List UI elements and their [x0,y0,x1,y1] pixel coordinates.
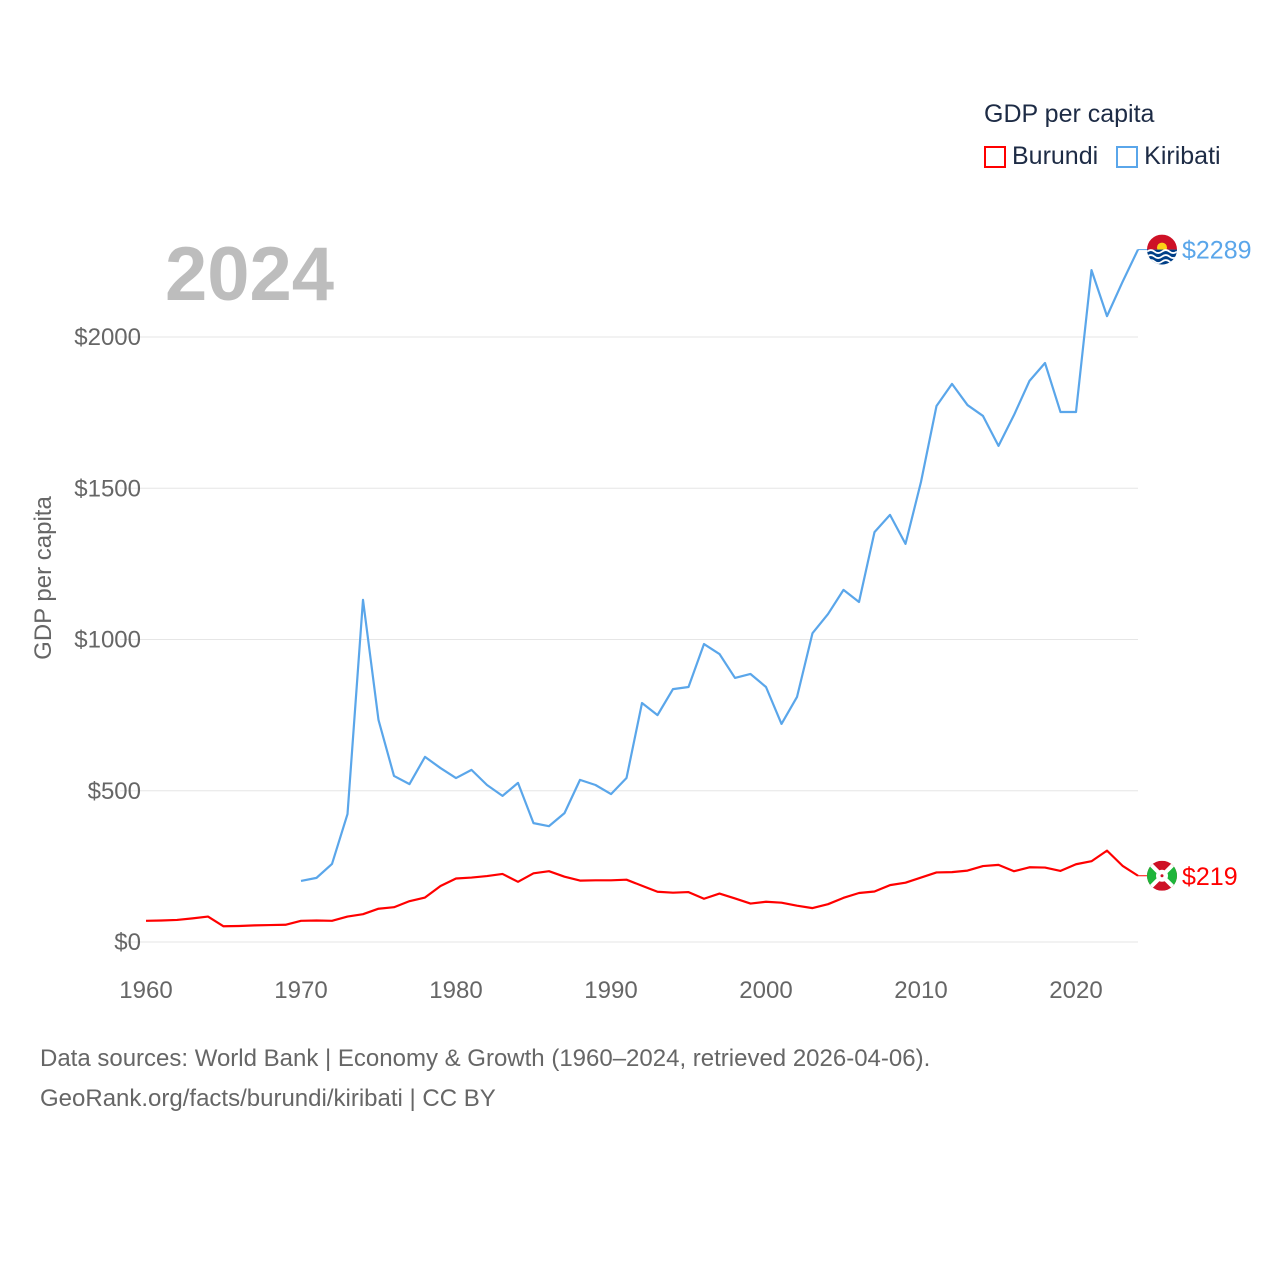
y-axis-title: GDP per capita [30,496,57,660]
x-tick-label: 1980 [429,977,482,1004]
footer-link[interactable]: GeoRank.org/facts/burundi/kiribati | CC … [40,1085,496,1112]
end-value-label-kiribati: $2289 [1182,237,1252,265]
legend-item-burundi[interactable]: Burundi [984,142,1098,171]
legend-title: GDP per capita [984,100,1155,128]
x-tick-label: 1970 [274,977,327,1004]
x-tick-label: 1990 [584,977,637,1004]
legend-item-kiribati[interactable]: Kiribati [1116,142,1221,171]
end-value-label-burundi: $219 [1182,863,1238,891]
series-line-burundi [145,849,1139,928]
legend-swatch-kiribati [1116,145,1139,168]
x-tick-label: 2000 [739,977,792,1004]
x-tick-label: 1960 [119,977,172,1004]
legend: Burundi Kiribati [984,142,1221,171]
footer-sources: Data sources: World Bank | Economy & Gro… [40,1045,931,1072]
x-tick-label: 2020 [1049,977,1102,1004]
series-line-kiribati [300,249,1139,882]
flag-kiribati-icon [1147,234,1177,265]
y-tick-label: $500 [88,778,141,805]
y-tick-label: $0 [114,929,141,956]
y-tick-label: $1000 [74,627,141,654]
year-label: 2024 [165,232,334,317]
legend-swatch-burundi [984,145,1006,168]
flag-burundi-icon [1147,860,1177,891]
legend-label-kiribati: Kiribati [1144,142,1221,170]
x-tick-label: 2010 [894,977,947,1004]
legend-label-burundi: Burundi [1012,142,1099,170]
y-tick-label: $2000 [74,324,141,351]
y-tick-label: $1500 [74,475,141,502]
